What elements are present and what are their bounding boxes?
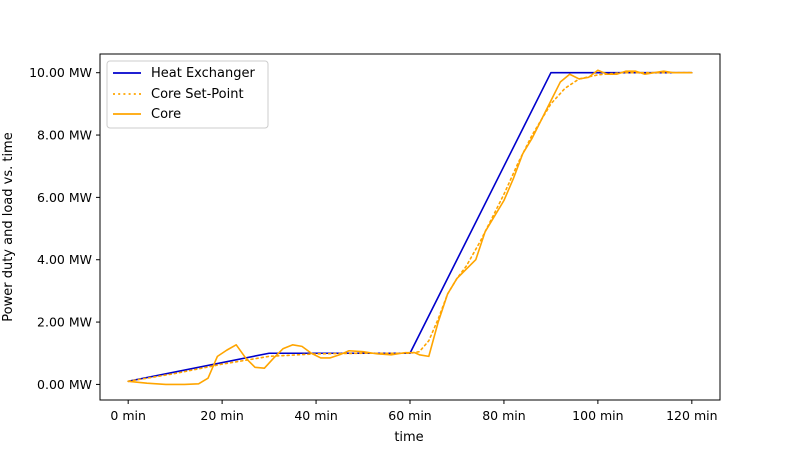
series-line-core-set-point [127, 71, 693, 383]
x-tick-label: 120 min [666, 408, 717, 423]
legend: Heat Exchanger Core Set-Point Core [106, 60, 269, 129]
x-tick-label: 80 min [482, 408, 525, 423]
x-tick-label: 20 min [200, 408, 243, 423]
y-tick-label: 0.00 MW [37, 377, 92, 392]
x-axis-label: time [394, 430, 423, 445]
legend-label-core-set-point: Core Set-Point [151, 87, 244, 102]
legend-box [106, 60, 269, 129]
legend-label-heat-exchanger: Heat Exchanger [151, 66, 255, 81]
axis-ticks: 0 min 20 min 40 min 60 min 80 min 100 min 120 … [29, 65, 717, 423]
y-tick-label: 8.00 MW [37, 128, 92, 143]
legend-label-core: Core [151, 107, 181, 122]
y-tick-label: 6.00 MW [37, 190, 92, 205]
y-tick-label: 10.00 MW [29, 65, 92, 80]
y-tick-label: 4.00 MW [37, 252, 92, 267]
x-tick-label: 60 min [388, 408, 431, 423]
x-tick-label: 40 min [294, 408, 337, 423]
x-tick-label: 100 min [572, 408, 623, 423]
y-axis-label: Power duty and load vs. time [1, 132, 16, 321]
series-line-core [127, 69, 693, 386]
x-tick-label: 0 min [110, 408, 146, 423]
y-tick-label: 2.00 MW [37, 315, 92, 330]
